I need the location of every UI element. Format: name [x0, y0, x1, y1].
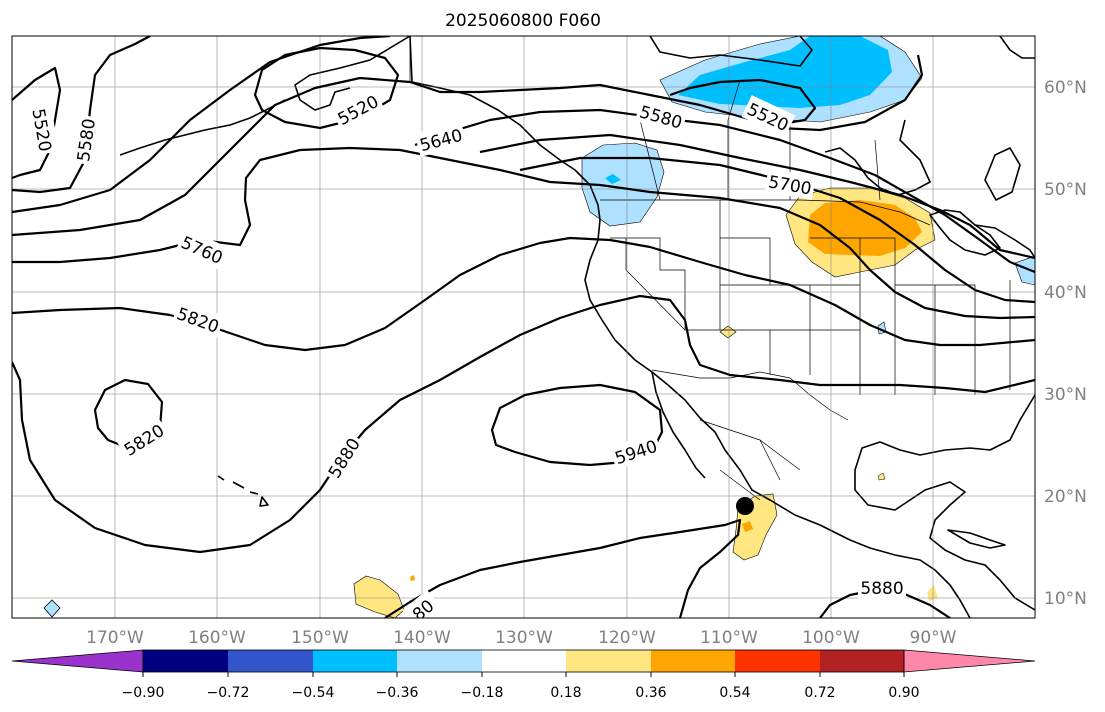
colorbar-tick-label: 0.90 [888, 685, 919, 701]
baja-california [651, 371, 706, 479]
contour-5880-south [384, 518, 742, 618]
colorbar-box [397, 650, 482, 672]
negative-anomaly-pacific-diamond [43, 599, 61, 618]
colorbar-box [482, 650, 566, 672]
colorbar: −0.90 −0.72 −0.54 −0.36 −0.18 0.18 0.36 … [11, 649, 1036, 701]
anomaly-shading [43, 36, 1035, 618]
colorbar-extend-high [903, 649, 1036, 673]
height-contours [12, 36, 1035, 618]
us-mexico-border [651, 369, 849, 421]
colorbar-tick-label: −0.54 [292, 685, 335, 701]
contour-5640-east [479, 133, 1035, 260]
colorbar-tick-label: −0.18 [461, 685, 504, 701]
lat-tick-label: 50°N [1044, 180, 1087, 200]
alaska-west-coast [294, 36, 411, 111]
contour-5580-main [12, 36, 391, 214]
negative-anomaly-dark-hudson [678, 36, 892, 108]
newfoundland [984, 147, 1021, 201]
lat-tick-label: 40°N [1044, 283, 1087, 303]
lon-tick-label: 160°W [188, 628, 246, 648]
lat-tick-label: 20°N [1044, 487, 1087, 507]
positive-anomaly-mexico-dark [742, 521, 753, 532]
positive-anomaly-caribbean [927, 585, 938, 601]
colorbar-tick-label: −0.72 [207, 685, 250, 701]
lon-tick-label: 170°W [86, 628, 144, 648]
lon-tick-label: 150°W [291, 628, 349, 648]
negative-anomaly-light-pnw [581, 142, 665, 227]
map-title: 2025060800 F060 [445, 11, 601, 31]
negative-anomaly-dark-pnw [605, 174, 621, 184]
lon-tick-label: 120°W [598, 628, 656, 648]
colorbar-tick-label: −0.90 [122, 685, 165, 701]
cuba [947, 529, 1006, 549]
lon-tick-label: 100°W [802, 628, 860, 648]
contour-5520-hudson [669, 78, 817, 127]
contour-5700-east [519, 156, 1035, 304]
lat-tick-label: 30°N [1044, 385, 1087, 405]
lat-tick-labels: 60°N 50°N 40°N 30°N 20°N 10°N [1044, 78, 1087, 609]
map-panel: 5520 5580 5520 5640 5580 5520 5700 5760 … [12, 36, 1035, 618]
hawaii-islands [217, 475, 269, 507]
contour-5580-east [414, 108, 1035, 274]
colorbar-tick-label: 0.36 [635, 685, 666, 701]
positive-anomaly-gulf [877, 472, 886, 481]
colorbar-ticks [142, 672, 905, 677]
contour-5880 [12, 294, 1035, 554]
state-lines [610, 200, 1011, 395]
positive-anomaly-southwest-diamond [719, 325, 737, 339]
great-lakes [929, 209, 1001, 256]
political-borders [409, 36, 1011, 501]
lon-tick-label: 140°W [393, 628, 451, 648]
contour-5580-west [12, 36, 151, 194]
lon-tick-label: 130°W [495, 628, 553, 648]
lon-tick-label: 90°W [910, 628, 957, 648]
mexico-states [699, 419, 801, 501]
canadian-arctic [649, 36, 813, 67]
northeast-coast [974, 224, 1035, 259]
province-borders [639, 79, 881, 201]
colorbar-tick-label: 0.18 [550, 685, 581, 701]
contour-5520-west [12, 66, 62, 180]
greenland-edge [999, 36, 1035, 59]
negative-anomaly-glakes [1014, 255, 1035, 286]
lon-tick-labels: 170°W 160°W 150°W 140°W 130°W 120°W 110°… [86, 628, 957, 648]
positive-anomaly-dark-plains [808, 200, 922, 256]
gridlines [12, 36, 1035, 618]
colorbar-tick-label: −0.36 [376, 685, 419, 701]
contour-5940-closed [490, 383, 664, 467]
contour-5640-main [12, 54, 924, 237]
colorbar-box [566, 650, 651, 672]
map-frame [11, 35, 1036, 619]
colorbar-frame [142, 649, 905, 673]
lat-tick-label: 10°N [1044, 589, 1087, 609]
colorbar-box [228, 650, 313, 672]
colorbar-box [820, 650, 904, 672]
colorbar-box [735, 650, 820, 672]
colorbar-box [143, 650, 228, 672]
gulf-coast [854, 394, 1035, 611]
colorbar-box [313, 650, 397, 672]
lon-tick-label: 110°W [700, 628, 758, 648]
lat-tick-label: 60°N [1044, 78, 1087, 98]
positive-anomaly-pacific-dot [410, 575, 415, 581]
colorbar-extend-low [11, 649, 144, 673]
point-marker [736, 497, 754, 515]
colorbar-box [651, 650, 735, 672]
contour-5760 [12, 146, 1035, 320]
colorbar-tick-label: 0.72 [804, 685, 835, 701]
contour-label: 5880 [860, 579, 903, 599]
contour-5520-bering [253, 46, 400, 130]
colorbar-tick-label: 0.54 [719, 685, 750, 701]
